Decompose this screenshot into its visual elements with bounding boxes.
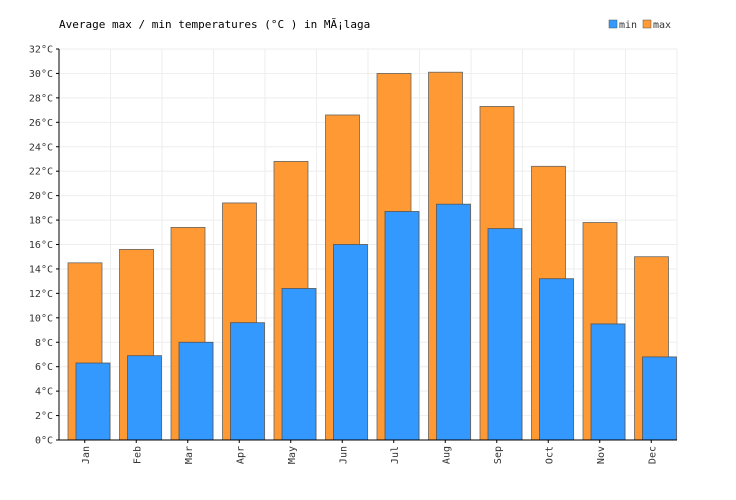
- x-tick-label: Jan: [81, 446, 92, 464]
- legend-label-max: max: [653, 20, 671, 31]
- x-tick-label: Dec: [647, 446, 658, 464]
- x-tick-label: Apr: [235, 446, 246, 464]
- legend-label-min: min: [619, 20, 637, 31]
- y-tick-label: 4°C: [35, 387, 53, 398]
- x-axis-ticks: Jan Feb Mar Apr May Jun Jul Aug Sep Oct Nov Dec: [81, 440, 658, 464]
- chart-title: Average max / min temperatures (°C ) in …: [59, 18, 370, 31]
- x-tick-label: Jun: [338, 446, 349, 464]
- bar-min-feb: [127, 355, 162, 441]
- x-tick-label: Sep: [493, 446, 504, 464]
- bar-min-dec: [642, 356, 677, 441]
- y-tick-label: 0°C: [35, 436, 53, 447]
- y-tick-label: 6°C: [35, 362, 53, 373]
- x-tick-label: Mar: [184, 446, 195, 464]
- y-tick-label: 22°C: [29, 167, 53, 178]
- axes: [58, 49, 677, 441]
- y-tick-label: 12°C: [29, 289, 53, 300]
- bar-min-nov: [590, 323, 626, 441]
- bar-min-sep: [487, 228, 523, 441]
- x-tick-label: Nov: [596, 446, 607, 464]
- y-tick-label: 8°C: [35, 338, 53, 349]
- y-tick-label: 28°C: [29, 93, 53, 104]
- y-axis-ticks: 0°C 2°C 4°C 6°C 8°C 10°C 12°C 14°C 16°C 18°C 20°C 2…: [29, 45, 59, 447]
- y-tick-label: 16°C: [29, 240, 53, 251]
- x-tick-label: Jul: [390, 446, 401, 464]
- bar-min-oct: [539, 278, 574, 441]
- bar-min-jul: [384, 211, 420, 441]
- y-tick-label: 20°C: [29, 191, 53, 202]
- bar-min-aug: [436, 203, 471, 441]
- bar-min-may: [281, 288, 317, 441]
- bar-min-jun: [333, 244, 368, 441]
- y-tick-label: 30°C: [29, 69, 53, 80]
- legend: min max: [608, 19, 671, 31]
- y-tick-label: 24°C: [29, 142, 53, 153]
- legend-swatch-min: [608, 19, 618, 29]
- bar-min-mar: [178, 341, 214, 441]
- x-tick-label: Aug: [441, 446, 452, 464]
- bar-min-jan: [75, 362, 111, 441]
- y-tick-label: 2°C: [35, 411, 53, 422]
- y-tick-label: 10°C: [29, 313, 53, 324]
- x-tick-label: Feb: [132, 446, 143, 464]
- bar-min-apr: [230, 322, 265, 441]
- x-tick-label: Oct: [544, 446, 555, 464]
- y-tick-label: 14°C: [29, 264, 53, 275]
- y-tick-label: 18°C: [29, 216, 53, 227]
- bars: [67, 71, 677, 441]
- x-tick-label: May: [287, 446, 298, 464]
- y-tick-label: 26°C: [29, 118, 53, 129]
- legend-swatch-max: [642, 19, 652, 29]
- y-tick-label: 32°C: [29, 45, 53, 56]
